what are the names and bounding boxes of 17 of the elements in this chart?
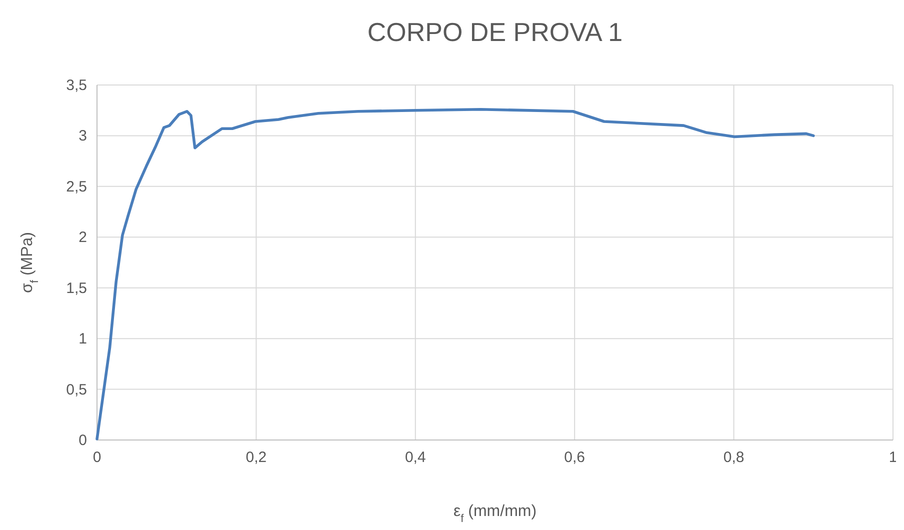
x-tick-label: 0,6 (564, 449, 586, 466)
y-tick-label: 3,5 (66, 77, 87, 94)
x-tick-label: 0,2 (246, 449, 267, 466)
y-tick-label: 1,5 (66, 280, 87, 297)
x-tick-label: 0,8 (723, 449, 744, 466)
y-tick-label: 3 (78, 128, 87, 145)
chart-title: CORPO DE PROVA 1 (367, 17, 623, 47)
y-tick-label: 0 (78, 432, 87, 449)
line-series (96, 108, 815, 440)
x-tick-label: 0,4 (404, 449, 426, 466)
y-tick-label: 1 (78, 330, 87, 348)
x-axis-title: ε$_{f}$ (mm/mm) (453, 503, 537, 525)
x-tick-label: 0 (92, 449, 102, 466)
y-tick-label: 2 (78, 229, 87, 246)
x-tick-label: 1 (888, 449, 898, 466)
y-tick-label: 2,5 (66, 178, 87, 196)
y-tick-label: 0,5 (66, 381, 87, 398)
